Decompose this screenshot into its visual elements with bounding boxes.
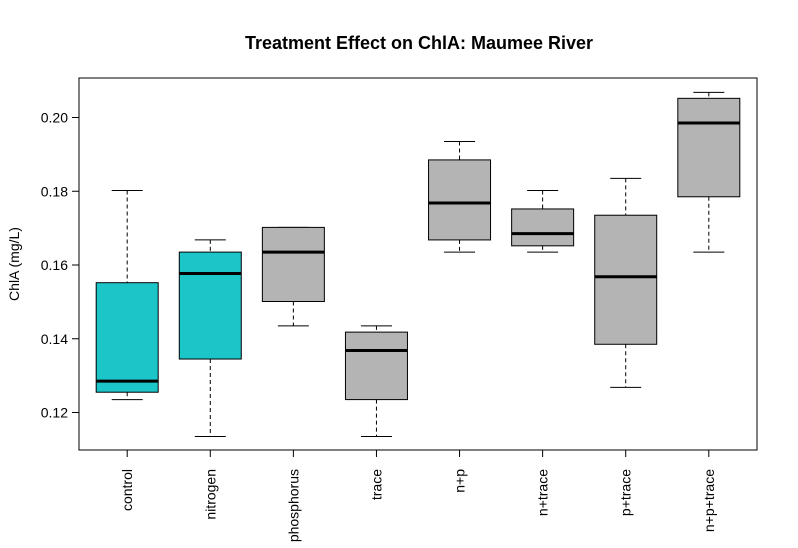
box-iqr — [511, 208, 575, 247]
y-tick-label: 0.18 — [41, 183, 68, 199]
x-tick-label: trace — [368, 469, 384, 500]
box-n+trace — [511, 190, 575, 253]
box-p+trace — [594, 177, 658, 388]
y-tick-label: 0.14 — [41, 331, 68, 347]
box-iqr — [677, 97, 741, 198]
box-iqr — [344, 331, 408, 401]
box-nitrogen — [178, 239, 242, 437]
x-tick-label: phosphorus — [285, 469, 301, 542]
box-iqr — [178, 251, 242, 360]
box-control — [95, 190, 159, 401]
y-tick-label: 0.16 — [41, 257, 68, 273]
x-tick-label: p+trace — [618, 469, 634, 516]
y-axis: 0.12 0.14 0.16 0.18 0.20 — [41, 110, 80, 421]
box-iqr — [261, 226, 325, 303]
x-tick-label: n+p — [452, 469, 468, 493]
box-iqr — [594, 214, 658, 345]
box-iqr — [95, 282, 159, 393]
x-axis: control nitrogen phosphorus trace n+p n+trace… — [119, 449, 717, 542]
x-tick-label: control — [119, 469, 135, 511]
box-n+p+trace — [677, 91, 741, 253]
x-tick-label: n+p+trace — [701, 469, 717, 532]
x-tick-label: nitrogen — [202, 469, 218, 520]
y-tick-label: 0.20 — [41, 110, 68, 126]
box-iqr — [428, 159, 492, 241]
y-axis-label: ChlA (mg/L) — [6, 227, 22, 301]
chart-title: Treatment Effect on ChlA: Maumee River — [245, 33, 593, 53]
boxes-group — [95, 91, 741, 437]
y-tick-label: 0.12 — [41, 405, 68, 421]
x-tick-label: n+trace — [535, 469, 551, 516]
box-phosphorus — [261, 226, 325, 327]
box-n+p — [428, 140, 492, 253]
box-trace — [344, 325, 408, 437]
